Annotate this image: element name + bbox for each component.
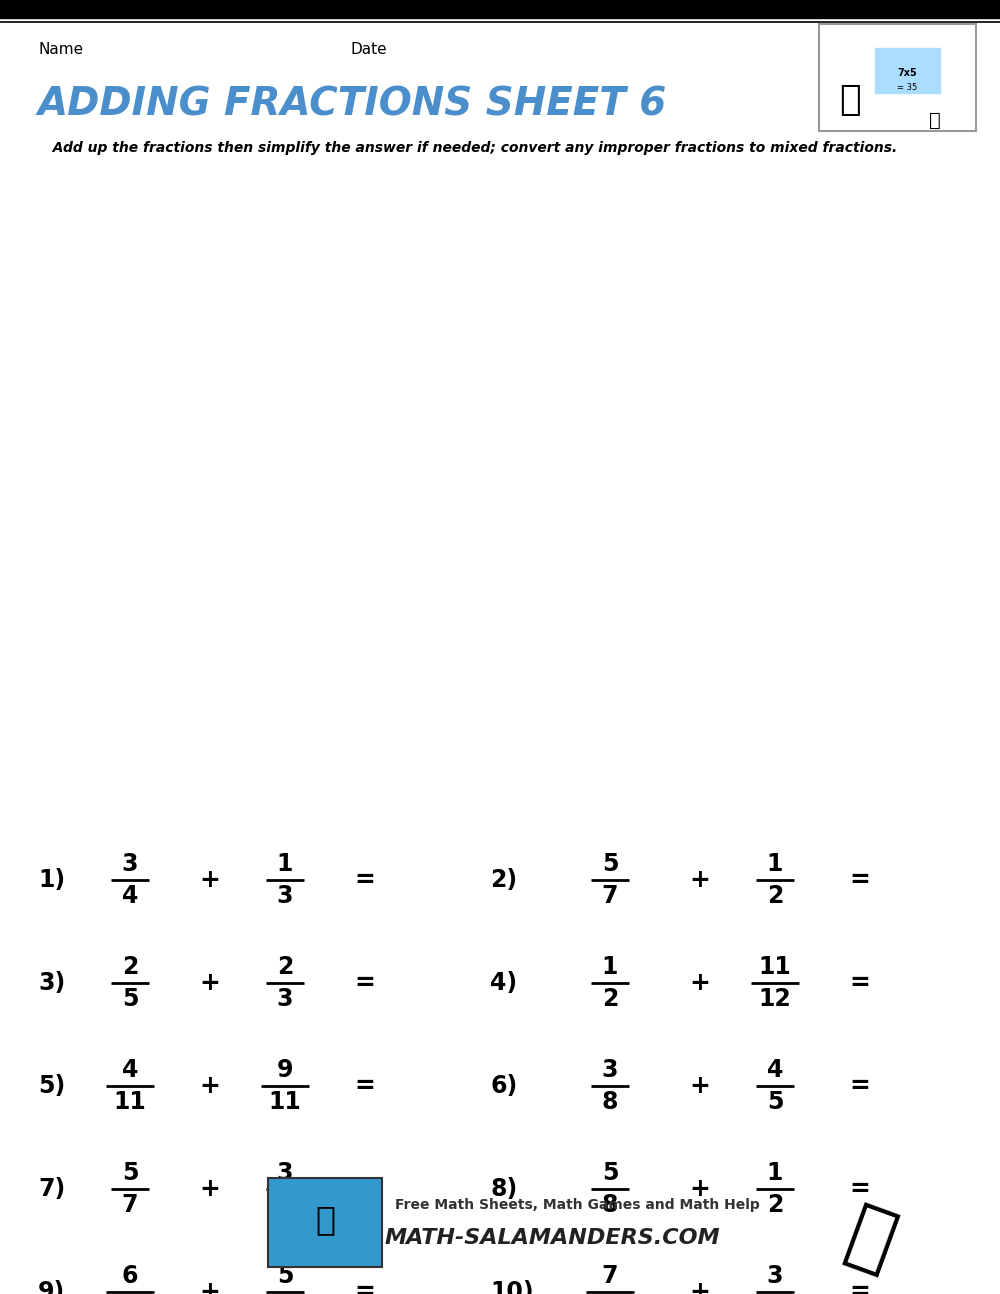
Text: 9: 9	[277, 1058, 293, 1082]
Text: +: +	[200, 1280, 220, 1294]
Text: 11: 11	[114, 1090, 146, 1114]
Text: ADDING FRACTIONS SHEET 6: ADDING FRACTIONS SHEET 6	[38, 85, 667, 124]
Text: =: =	[850, 970, 870, 995]
FancyBboxPatch shape	[819, 25, 976, 131]
Text: =: =	[850, 1074, 870, 1099]
Text: 7: 7	[602, 884, 618, 908]
Text: 12: 12	[759, 987, 791, 1011]
Text: 4: 4	[277, 1193, 293, 1216]
Text: +: +	[200, 970, 220, 995]
Text: 8: 8	[602, 1090, 618, 1114]
Text: 3): 3)	[38, 970, 65, 995]
Text: 1: 1	[602, 955, 618, 980]
Text: = 35: = 35	[897, 83, 917, 92]
Text: =: =	[850, 1178, 870, 1201]
Text: 6: 6	[122, 1264, 138, 1288]
Bar	[0, 0, 1000, 18]
Text: +: +	[690, 1178, 710, 1201]
Text: MATH-SALAMANDERS.COM: MATH-SALAMANDERS.COM	[385, 1228, 721, 1247]
Bar	[875, 48, 940, 93]
Text: +: +	[690, 1280, 710, 1294]
Text: Add up the fractions then simplify the answer if needed; convert any improper fr: Add up the fractions then simplify the a…	[38, 141, 897, 155]
Text: +: +	[200, 868, 220, 892]
Text: +: +	[200, 1074, 220, 1099]
FancyBboxPatch shape	[268, 1178, 382, 1267]
Text: =: =	[850, 868, 870, 892]
Text: 2: 2	[602, 987, 618, 1011]
Text: 5: 5	[122, 1161, 138, 1185]
Text: 3: 3	[602, 1058, 618, 1082]
Text: 1: 1	[767, 1161, 783, 1185]
Text: =: =	[355, 1280, 375, 1294]
Text: 7: 7	[602, 1264, 618, 1288]
Text: 5): 5)	[38, 1074, 65, 1099]
Text: 1): 1)	[38, 868, 65, 892]
Text: 4): 4)	[490, 970, 517, 995]
Text: =: =	[850, 1280, 870, 1294]
Text: 8): 8)	[490, 1178, 517, 1201]
Text: 10): 10)	[490, 1280, 534, 1294]
Text: 4: 4	[767, 1058, 783, 1082]
Text: +: +	[690, 970, 710, 995]
Text: 4: 4	[122, 1058, 138, 1082]
Text: 🦒: 🦒	[315, 1203, 335, 1237]
Text: 5: 5	[277, 1264, 293, 1288]
Text: Name: Name	[38, 43, 83, 57]
Text: 5: 5	[602, 1161, 618, 1185]
Text: 2: 2	[277, 955, 293, 980]
Text: 8: 8	[602, 1193, 618, 1216]
Text: 2: 2	[767, 884, 783, 908]
Text: Date: Date	[350, 43, 387, 57]
Text: 4: 4	[122, 884, 138, 908]
Text: 2: 2	[122, 955, 138, 980]
Text: 5: 5	[602, 851, 618, 876]
Text: 11: 11	[759, 955, 791, 980]
Text: 7: 7	[122, 1193, 138, 1216]
Text: =: =	[355, 1074, 375, 1099]
Text: +: +	[200, 1178, 220, 1201]
Text: +: +	[690, 1074, 710, 1099]
Text: 3: 3	[277, 987, 293, 1011]
Text: 3: 3	[277, 1161, 293, 1185]
Text: 11: 11	[269, 1090, 301, 1114]
Text: =: =	[355, 868, 375, 892]
Text: 3: 3	[277, 884, 293, 908]
Text: 3: 3	[767, 1264, 783, 1288]
Text: 5: 5	[767, 1090, 783, 1114]
Text: 1: 1	[277, 851, 293, 876]
Text: 3: 3	[122, 851, 138, 876]
Text: +: +	[690, 868, 710, 892]
Text: 2): 2)	[490, 868, 517, 892]
Text: 7): 7)	[38, 1178, 65, 1201]
Text: =: =	[355, 970, 375, 995]
Text: 🦎: 🦎	[836, 1197, 904, 1282]
Text: 9): 9)	[38, 1280, 65, 1294]
Text: =: =	[355, 1178, 375, 1201]
Text: 7x5: 7x5	[897, 69, 917, 78]
Text: Free Math Sheets, Math Games and Math Help: Free Math Sheets, Math Games and Math He…	[395, 1198, 760, 1212]
Text: 2: 2	[767, 1193, 783, 1216]
Text: 5: 5	[122, 987, 138, 1011]
Text: 1: 1	[767, 851, 783, 876]
Text: 🦒: 🦒	[839, 83, 861, 116]
Text: 6): 6)	[490, 1074, 517, 1099]
Text: 🦵: 🦵	[929, 110, 941, 129]
